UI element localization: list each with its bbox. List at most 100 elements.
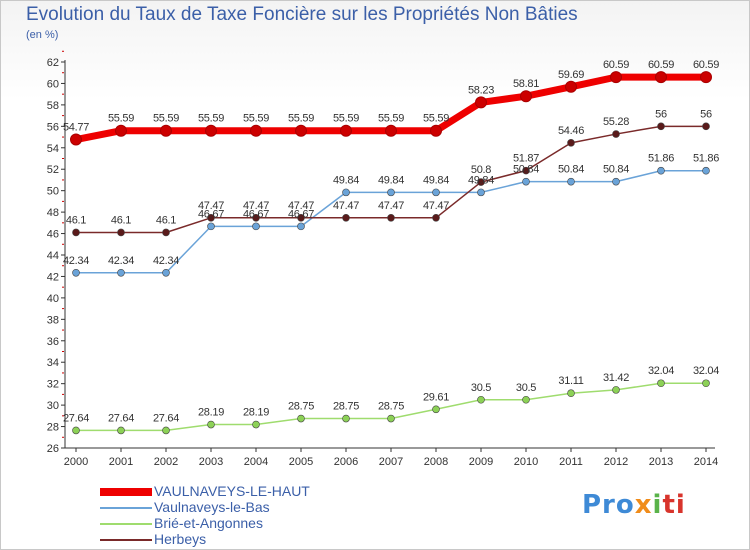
y-tick-label: 38: [47, 314, 59, 326]
data-point: [387, 414, 395, 423]
data-point: [340, 124, 352, 137]
data-label: 42.34: [153, 255, 179, 267]
data-label: 28.19: [243, 407, 269, 419]
legend-item: Vaulnaveys-le-Bas: [100, 499, 380, 516]
data-point: [477, 188, 485, 197]
data-point: [655, 71, 667, 84]
data-point: [477, 178, 485, 186]
y-tick-label: 46: [47, 229, 59, 241]
data-point: [297, 222, 305, 231]
data-label: 55.59: [423, 113, 449, 125]
y-tick-label: 36: [47, 336, 59, 348]
data-point: [475, 96, 487, 109]
data-point: [252, 420, 260, 429]
data-point: [432, 213, 440, 222]
data-label: 51.86: [648, 153, 674, 165]
data-point: [162, 268, 170, 277]
data-label: 28.75: [288, 401, 314, 413]
y-tick-label: 62: [47, 57, 59, 69]
data-label: 55.59: [378, 113, 404, 125]
data-point: [567, 139, 575, 147]
data-point: [205, 124, 217, 137]
data-point: [117, 228, 125, 237]
data-label: 31.11: [558, 375, 583, 387]
data-point: [295, 124, 307, 137]
data-label: 32.04: [693, 365, 719, 377]
data-label: 27.64: [108, 412, 134, 424]
data-label: 46.1: [111, 214, 131, 226]
y-tick-label: 30: [47, 400, 59, 412]
data-label: 47.47: [243, 200, 269, 212]
data-label: 42.34: [108, 255, 134, 267]
y-tick-label: 40: [47, 293, 59, 305]
x-tick-label: 2006: [334, 456, 358, 468]
data-label: 58.23: [468, 84, 494, 96]
data-label: 50.84: [513, 164, 539, 176]
data-point: [117, 426, 125, 435]
data-point: [387, 213, 395, 222]
data-label: 31.42: [603, 372, 629, 384]
legend: VAULNAVEYS-LE-HAUT Vaulnaveys-le-Bas Bri…: [100, 483, 380, 548]
y-tick-label: 48: [47, 207, 59, 219]
data-label: 56: [700, 108, 712, 120]
data-point: [250, 124, 262, 137]
data-point: [477, 395, 485, 404]
x-tick-label: 2000: [64, 456, 88, 468]
data-label: 46.67: [288, 208, 314, 220]
y-tick-label: 32: [47, 379, 59, 391]
data-point: [700, 71, 712, 84]
legend-item: Herbeys: [100, 531, 380, 548]
data-label: 49.84: [333, 174, 359, 186]
data-label: 47.47: [378, 200, 404, 212]
data-label: 28.75: [333, 401, 359, 413]
x-tick-label: 2001: [109, 456, 133, 468]
data-point: [612, 130, 620, 138]
x-tick-label: 2014: [694, 456, 718, 468]
data-point: [72, 228, 80, 237]
data-label: 29.61: [423, 391, 449, 403]
data-label: 50.8: [471, 164, 491, 176]
data-point: [522, 177, 530, 186]
data-point: [72, 426, 80, 435]
data-label: 60.59: [693, 59, 719, 71]
data-point: [207, 213, 215, 222]
x-tick-label: 2012: [604, 456, 628, 468]
data-label: 46.1: [156, 214, 176, 226]
data-label: 51.86: [693, 153, 719, 165]
legend-item: VAULNAVEYS-LE-HAUT: [100, 483, 380, 500]
data-label: 32.04: [648, 365, 674, 377]
data-point: [432, 405, 440, 414]
data-label: 54.77: [63, 122, 89, 134]
data-point: [565, 80, 577, 93]
y-tick-label: 60: [47, 78, 59, 90]
x-tick-label: 2013: [649, 456, 673, 468]
data-point: [297, 414, 305, 423]
data-point: [567, 177, 575, 186]
data-point: [612, 386, 620, 394]
data-label: 30.5: [516, 382, 536, 394]
data-point: [342, 188, 350, 197]
data-label: 47.47: [333, 200, 359, 212]
x-tick-label: 2010: [514, 456, 538, 468]
data-point: [657, 379, 665, 388]
data-point: [702, 122, 710, 131]
data-label: 49.84: [423, 174, 449, 186]
data-label: 27.64: [63, 412, 89, 424]
x-tick-label: 2009: [469, 456, 493, 468]
data-point: [115, 124, 127, 137]
data-point: [72, 268, 80, 277]
y-tick-label: 50: [47, 186, 59, 198]
data-label: 55.59: [333, 113, 359, 125]
data-label: 58.81: [513, 78, 539, 90]
data-label: 60.59: [648, 59, 674, 71]
data-label: 27.64: [153, 412, 179, 424]
chart-title: Evolution du Taux de Taxe Foncière sur l…: [26, 4, 578, 25]
data-label: 55.59: [288, 113, 314, 125]
data-point: [567, 389, 575, 398]
chart-subtitle: (en %): [26, 29, 59, 41]
data-label: 60.59: [603, 59, 629, 71]
data-label: 51.87: [513, 153, 539, 165]
data-label: 55.59: [243, 113, 269, 125]
data-point: [702, 379, 710, 388]
